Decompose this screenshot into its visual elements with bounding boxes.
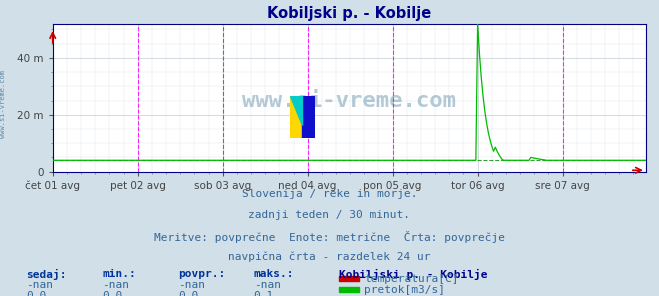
Text: 0,0: 0,0 — [178, 291, 198, 296]
Bar — [302, 96, 315, 138]
Text: Kobiljski p. - Kobilje: Kobiljski p. - Kobilje — [339, 269, 488, 280]
Text: -nan: -nan — [254, 280, 281, 290]
Text: sedaj:: sedaj: — [26, 269, 67, 280]
Text: -nan: -nan — [26, 280, 53, 290]
Text: Meritve: povprečne  Enote: metrične  Črta: povprečje: Meritve: povprečne Enote: metrične Črta:… — [154, 231, 505, 243]
Text: pretok[m3/s]: pretok[m3/s] — [364, 285, 445, 295]
Text: maks.:: maks.: — [254, 269, 294, 279]
Text: Slovenija / reke in morje.: Slovenija / reke in morje. — [242, 189, 417, 200]
Bar — [290, 96, 302, 138]
Text: 0,1: 0,1 — [254, 291, 274, 296]
Text: navpična črta - razdelek 24 ur: navpična črta - razdelek 24 ur — [228, 252, 431, 262]
Text: -nan: -nan — [178, 280, 205, 290]
Text: www.si-vreme.com: www.si-vreme.com — [243, 91, 456, 111]
Text: min.:: min.: — [102, 269, 136, 279]
Text: zadnji teden / 30 minut.: zadnji teden / 30 minut. — [248, 210, 411, 220]
Text: www.si-vreme.com: www.si-vreme.com — [0, 70, 7, 138]
Text: 0,0: 0,0 — [26, 291, 47, 296]
Text: -nan: -nan — [102, 280, 129, 290]
Text: povpr.:: povpr.: — [178, 269, 225, 279]
Title: Kobiljski p. - Kobilje: Kobiljski p. - Kobilje — [267, 6, 432, 21]
Text: 0,0: 0,0 — [102, 291, 123, 296]
Text: temperatura[C]: temperatura[C] — [364, 274, 459, 284]
Polygon shape — [290, 96, 302, 125]
